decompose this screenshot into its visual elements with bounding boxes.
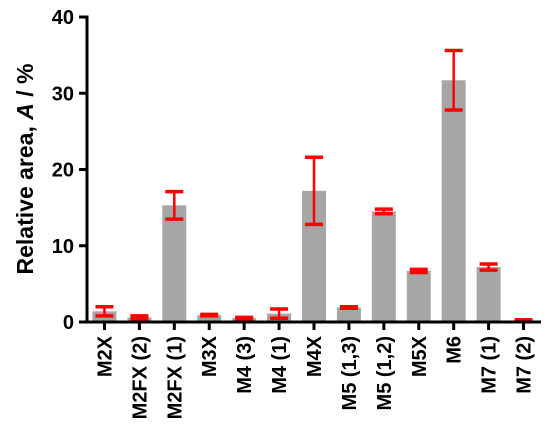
bar	[197, 315, 222, 322]
x-tick-label: M3X	[199, 335, 221, 377]
x-tick-label: M2FX (2)	[129, 336, 151, 419]
y-axis-title: Relative area, A / %	[12, 64, 38, 275]
y-axis-title-symbol: A	[12, 103, 38, 121]
bar	[162, 205, 187, 322]
x-tick-label: M7 (2)	[514, 336, 536, 394]
bar	[406, 270, 431, 322]
bar	[476, 267, 501, 322]
y-tick-label: 20	[52, 160, 74, 182]
y-tick-label: 0	[63, 312, 74, 334]
bar	[441, 80, 466, 322]
y-ticks-layer: 0 10 20 30 40	[52, 7, 87, 334]
y-axis-title-suffix: / %	[12, 64, 38, 104]
x-tick-label: M4X	[304, 335, 326, 377]
y-tick-label: 40	[52, 7, 74, 29]
x-ticks-layer: M2X M2FX (2) M2FX (1) M3X M4 (3) M4 (1) M4X M5 …	[94, 322, 536, 419]
x-tick-label: M2FX (1)	[164, 336, 186, 419]
bar	[371, 211, 396, 322]
bars-layer	[92, 80, 536, 322]
x-tick-label: M5 (1,2)	[374, 336, 396, 410]
x-tick-label: M4 (3)	[234, 336, 256, 394]
y-tick-label: 30	[52, 83, 74, 105]
x-tick-label: M5 (1,3)	[339, 336, 361, 410]
x-tick-label: M6	[444, 336, 466, 364]
x-tick-label: M2X	[94, 335, 116, 377]
x-tick-label: M7 (1)	[479, 336, 501, 394]
x-tick-label: M5X	[409, 335, 431, 377]
y-axis-title-prefix: Relative area,	[12, 120, 38, 275]
x-tick-label: M4 (1)	[269, 336, 291, 394]
y-tick-label: 10	[52, 236, 74, 258]
bar	[336, 307, 361, 322]
